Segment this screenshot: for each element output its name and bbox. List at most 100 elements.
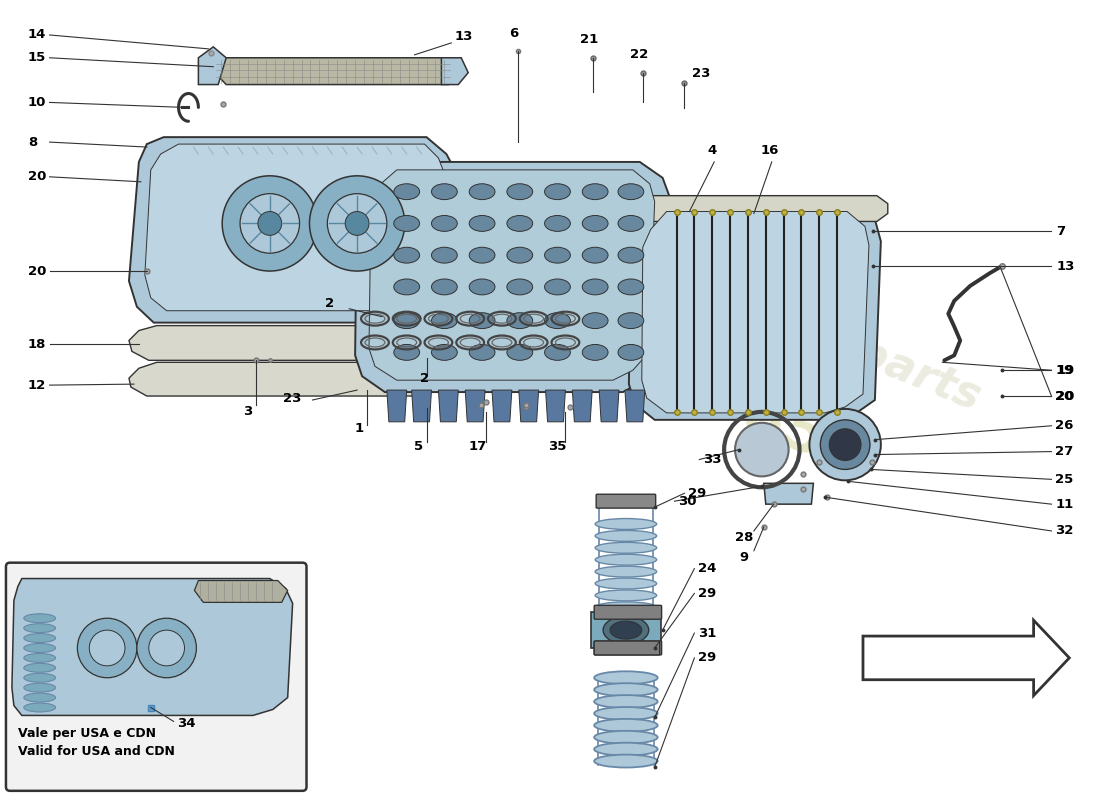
Ellipse shape xyxy=(470,345,495,360)
Ellipse shape xyxy=(618,247,644,263)
Ellipse shape xyxy=(24,674,55,682)
Text: 13: 13 xyxy=(454,30,473,43)
FancyBboxPatch shape xyxy=(594,641,661,655)
Text: 33: 33 xyxy=(703,453,722,466)
Ellipse shape xyxy=(595,530,657,542)
Ellipse shape xyxy=(594,707,658,720)
Polygon shape xyxy=(641,211,869,413)
Ellipse shape xyxy=(618,345,644,360)
Polygon shape xyxy=(600,390,619,422)
Polygon shape xyxy=(864,620,1069,695)
Text: 35: 35 xyxy=(548,439,566,453)
Polygon shape xyxy=(129,326,447,360)
Ellipse shape xyxy=(610,622,641,639)
Text: 12: 12 xyxy=(28,378,46,392)
Ellipse shape xyxy=(544,279,571,295)
Text: 17: 17 xyxy=(469,439,487,453)
Text: 23: 23 xyxy=(692,66,711,80)
Polygon shape xyxy=(812,418,874,471)
Ellipse shape xyxy=(594,695,658,708)
Text: 6: 6 xyxy=(509,27,518,40)
Polygon shape xyxy=(441,58,469,85)
Ellipse shape xyxy=(582,247,608,263)
Ellipse shape xyxy=(618,184,644,200)
Text: 1: 1 xyxy=(354,422,364,434)
Ellipse shape xyxy=(507,279,532,295)
Ellipse shape xyxy=(594,719,658,732)
Ellipse shape xyxy=(595,578,657,589)
Ellipse shape xyxy=(394,184,419,200)
Text: 29: 29 xyxy=(698,587,716,600)
Ellipse shape xyxy=(431,279,458,295)
Text: 29: 29 xyxy=(698,651,716,665)
Ellipse shape xyxy=(618,313,644,329)
Ellipse shape xyxy=(24,614,55,622)
Polygon shape xyxy=(355,162,670,392)
Ellipse shape xyxy=(507,345,532,360)
Text: 25: 25 xyxy=(1055,473,1074,486)
Text: 34: 34 xyxy=(177,717,195,730)
Ellipse shape xyxy=(394,313,419,329)
Ellipse shape xyxy=(582,215,608,231)
Text: 31: 31 xyxy=(698,626,717,640)
Text: 14: 14 xyxy=(28,29,46,42)
Text: 29: 29 xyxy=(689,486,706,500)
Text: 2: 2 xyxy=(420,372,429,385)
Text: 20: 20 xyxy=(28,265,46,278)
Ellipse shape xyxy=(470,313,495,329)
Circle shape xyxy=(222,176,318,271)
Polygon shape xyxy=(519,390,539,422)
Polygon shape xyxy=(546,390,565,422)
Text: 26: 26 xyxy=(1055,419,1074,432)
Text: 8: 8 xyxy=(28,135,37,149)
Ellipse shape xyxy=(595,566,657,577)
Circle shape xyxy=(77,618,136,678)
Ellipse shape xyxy=(507,215,532,231)
Ellipse shape xyxy=(595,542,657,554)
Ellipse shape xyxy=(24,683,55,692)
Ellipse shape xyxy=(470,247,495,263)
Polygon shape xyxy=(411,390,431,422)
Polygon shape xyxy=(387,390,407,422)
Polygon shape xyxy=(625,390,645,422)
Polygon shape xyxy=(198,47,227,85)
Ellipse shape xyxy=(24,624,55,633)
Text: 27: 27 xyxy=(1055,445,1074,458)
Ellipse shape xyxy=(24,703,55,712)
Ellipse shape xyxy=(394,215,419,231)
Text: Vale per USA e CDN: Vale per USA e CDN xyxy=(18,727,156,740)
Ellipse shape xyxy=(24,634,55,642)
Polygon shape xyxy=(12,578,293,715)
Ellipse shape xyxy=(431,345,458,360)
Ellipse shape xyxy=(394,345,419,360)
Polygon shape xyxy=(492,390,512,422)
Polygon shape xyxy=(145,144,449,310)
Ellipse shape xyxy=(507,247,532,263)
Ellipse shape xyxy=(595,590,657,601)
Ellipse shape xyxy=(594,683,658,696)
FancyBboxPatch shape xyxy=(594,606,661,619)
Text: 21: 21 xyxy=(580,33,598,46)
Text: 32: 32 xyxy=(1055,525,1074,538)
Polygon shape xyxy=(617,196,888,222)
Polygon shape xyxy=(629,203,881,420)
Text: 30: 30 xyxy=(679,494,697,508)
Ellipse shape xyxy=(594,754,658,767)
Ellipse shape xyxy=(544,345,571,360)
Ellipse shape xyxy=(470,184,495,200)
Text: 5: 5 xyxy=(414,439,424,453)
Text: 4: 4 xyxy=(707,144,717,157)
Ellipse shape xyxy=(544,215,571,231)
Ellipse shape xyxy=(394,279,419,295)
Polygon shape xyxy=(129,137,461,322)
Text: passion for parts: passion for parts xyxy=(575,219,988,419)
Ellipse shape xyxy=(431,247,458,263)
Ellipse shape xyxy=(594,731,658,744)
Text: 22: 22 xyxy=(629,48,648,61)
Ellipse shape xyxy=(582,345,608,360)
Circle shape xyxy=(240,194,299,253)
Polygon shape xyxy=(465,390,485,422)
FancyBboxPatch shape xyxy=(6,562,307,791)
Circle shape xyxy=(735,423,789,476)
Text: 11: 11 xyxy=(1055,498,1074,510)
